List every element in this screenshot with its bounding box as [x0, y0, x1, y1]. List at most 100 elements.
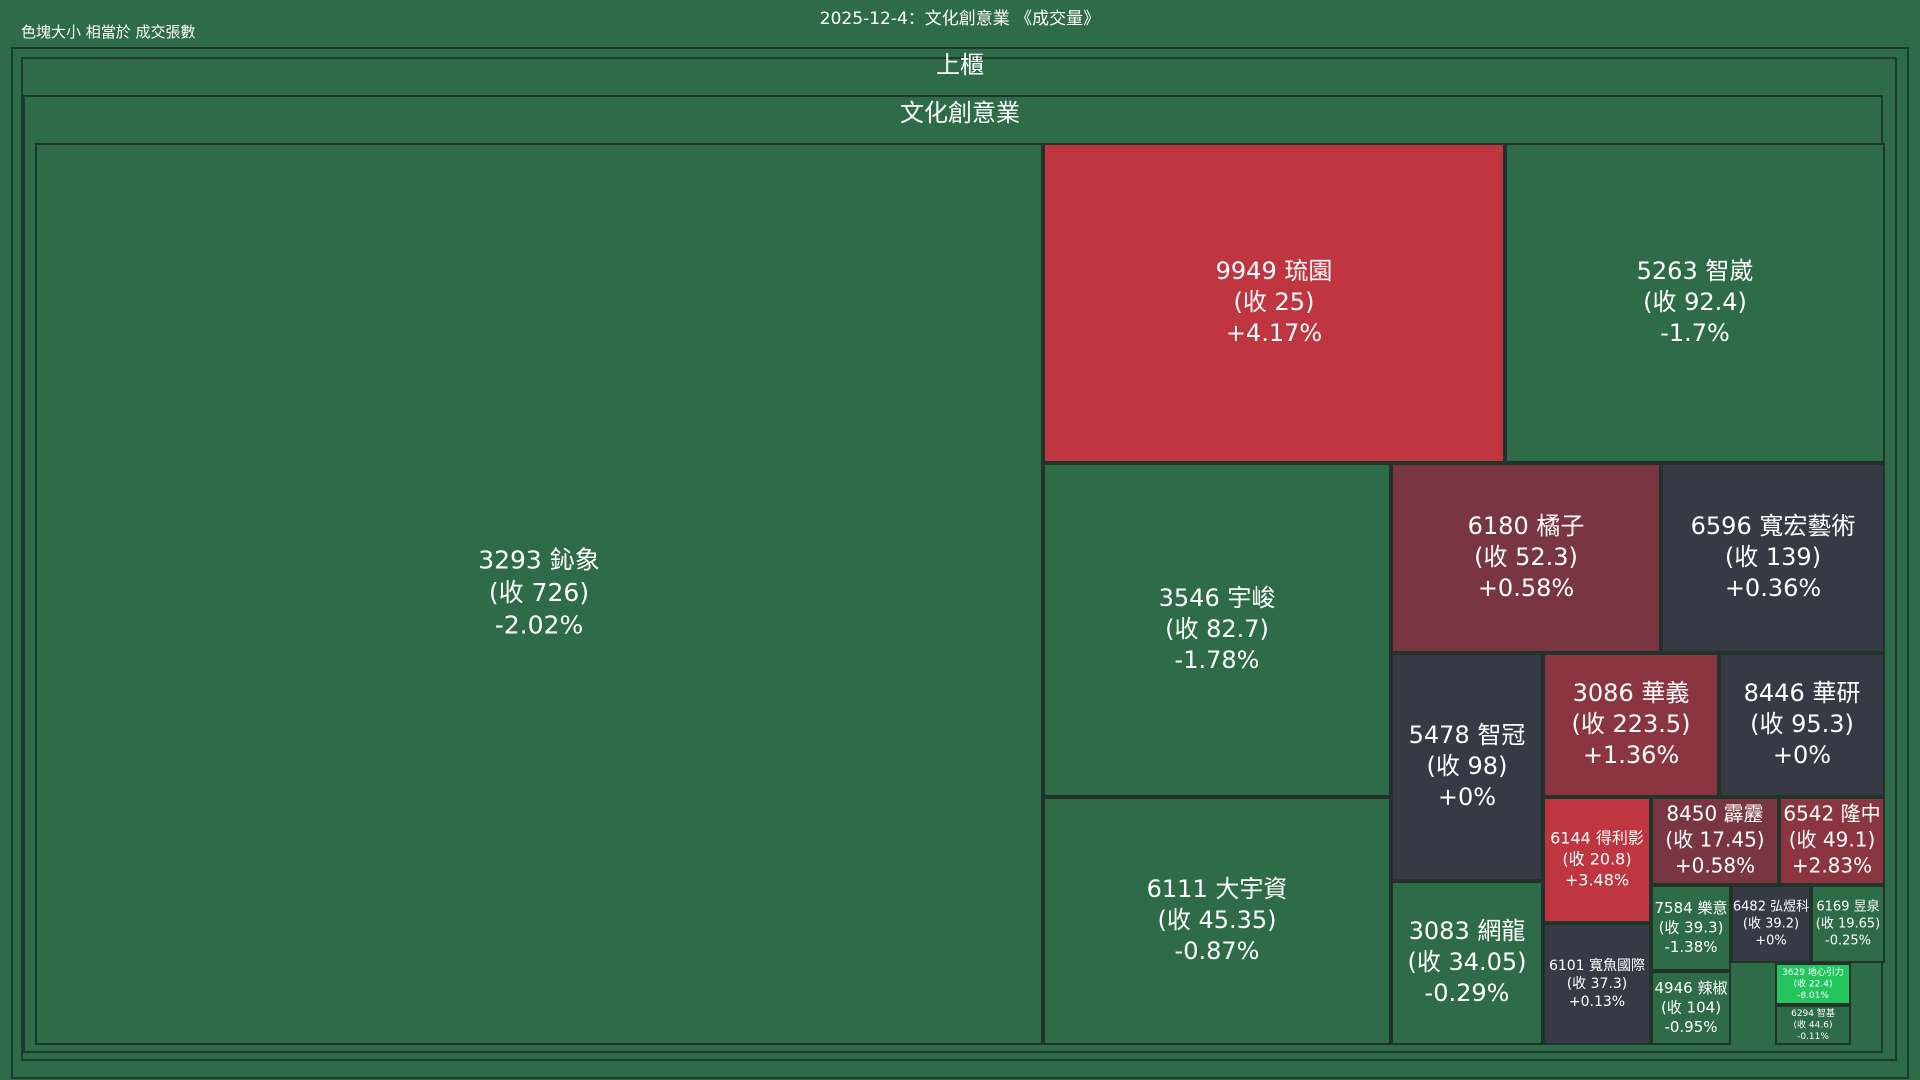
tile-9949[interactable]: 9949 琉園 (收 25) +4.17%: [1043, 143, 1505, 463]
tile-8450[interactable]: 8450 霹靂(收 17.45)+0.58%: [1651, 797, 1779, 885]
tile-rect: [1731, 885, 1811, 963]
tile-rect: [1043, 463, 1391, 797]
tile-name-label: 9949 琉園: [1216, 257, 1333, 285]
tile-4946[interactable]: 4946 辣椒 (收 104)-0.95%: [1651, 971, 1731, 1045]
tile-6596[interactable]: 6596 寬宏藝術 (收 139) +0.36%: [1661, 463, 1885, 653]
tile-rect: [1719, 653, 1885, 797]
tile-3546[interactable]: 3546 宇峻 (收 82.7) -1.78%: [1043, 463, 1391, 797]
tile-name-label: 8450 霹靂: [1666, 802, 1763, 826]
tile-change-label: +3.48%: [1565, 870, 1629, 889]
tile-change-label: +1.36%: [1583, 741, 1679, 769]
tile-change-label: -1.7%: [1660, 319, 1730, 347]
tile-change-label: -0.87%: [1175, 937, 1260, 965]
tile-8446[interactable]: 8446 華研 (收 95.3) +0%: [1719, 653, 1885, 797]
tile-close-label: (收 34.05): [1407, 948, 1526, 976]
tile-change-label: +0%: [1773, 741, 1831, 769]
tile-name-label: 6180 橘子: [1468, 512, 1585, 540]
tile-name-label: 7584 樂意: [1655, 899, 1728, 917]
tile-rect: [1543, 797, 1651, 923]
tile-name-label: 6111 大宇資: [1147, 875, 1288, 903]
tile-name-label: 6294 智基: [1791, 1007, 1835, 1019]
tile-change-label: +0.58%: [1478, 574, 1574, 602]
tile-close-label: (收 20.8): [1562, 850, 1631, 869]
tile-3083[interactable]: 3083 網龍 (收 34.05) -0.29%: [1391, 881, 1543, 1045]
size-legend-note: 色塊大小 相當於 成交張數: [21, 23, 196, 41]
tile-change-label: +0%: [1755, 933, 1787, 948]
tile-rect: [1779, 797, 1885, 885]
tile-name-label: 6596 寬宏藝術: [1691, 512, 1856, 540]
tile-close-label: (收 82.7): [1165, 615, 1269, 643]
tile-rect: [1543, 653, 1719, 797]
market-group-label: 上櫃: [936, 51, 984, 79]
tile-rect: [35, 143, 1043, 1045]
tile-close-label: (收 39.2): [1743, 917, 1799, 932]
tile-change-label: -8.01%: [1797, 991, 1829, 1001]
tile-rect: [1391, 881, 1543, 1045]
sector-group-label: 文化創意業: [900, 99, 1020, 127]
tile-close-label: (收 49.1): [1789, 828, 1876, 852]
tile-close-label: (收 52.3): [1474, 543, 1578, 571]
tile-rect: [1661, 463, 1885, 653]
tile-rect: [1651, 797, 1779, 885]
tile-close-label: (收 139): [1725, 543, 1821, 571]
tile-3086[interactable]: 3086 華義 (收 223.5) +1.36%: [1543, 653, 1719, 797]
tile-rect: [1811, 885, 1885, 963]
tile-6542[interactable]: 6542 隆中(收 49.1)+2.83%: [1779, 797, 1885, 885]
tile-rect: [1775, 1005, 1851, 1045]
tile-6180[interactable]: 6180 橘子 (收 52.3) +0.58%: [1391, 463, 1661, 653]
tile-close-label: (收 45.35): [1157, 906, 1276, 934]
tile-close-label: (收 98): [1427, 752, 1508, 780]
tile-rect: [1505, 143, 1885, 463]
tile-rect: [1391, 653, 1543, 881]
tile-close-label: (收 92.4): [1643, 288, 1747, 316]
tile-5263[interactable]: 5263 智崴 (收 92.4) -1.7%: [1505, 143, 1885, 463]
tile-close-label: (收 726): [489, 578, 589, 607]
tile-close-label: (收 95.3): [1750, 710, 1854, 738]
tile-name-label: 3083 網龍: [1409, 917, 1526, 945]
tile-3293[interactable]: 3293 鈊象 (收 726) -2.02%: [35, 143, 1043, 1045]
tile-change-label: +0%: [1438, 783, 1496, 811]
tile-change-label: -0.29%: [1425, 979, 1510, 1007]
tile-close-label: (收 37.3): [1567, 976, 1628, 992]
tile-rect: [1651, 971, 1731, 1045]
tile-rect: [1043, 143, 1505, 463]
tile-name-label: 4946 辣椒: [1655, 979, 1728, 997]
tile-6144[interactable]: 6144 得利影 (收 20.8)+3.48%: [1543, 797, 1651, 923]
tile-change-label: +0.36%: [1725, 574, 1821, 602]
tile-name-label: 6169 昱泉: [1816, 899, 1879, 915]
tile-rect: [1391, 463, 1661, 653]
tile-6169[interactable]: 6169 昱泉 (收 19.65)-0.25%: [1811, 885, 1885, 963]
tile-name-label: 8446 華研: [1744, 679, 1861, 707]
tile-6294[interactable]: 6294 智基(收 44.6)-0.11%: [1775, 1005, 1851, 1045]
tile-name-label: 6542 隆中: [1783, 802, 1880, 826]
tile-close-label: (收 44.6): [1794, 1019, 1833, 1031]
tile-rect: [1775, 963, 1851, 1005]
tile-6482[interactable]: 6482 弘煜科 (收 39.2)+0%: [1731, 885, 1811, 963]
tile-change-label: +0.58%: [1675, 854, 1755, 878]
tile-close-label: (收 39.3): [1659, 919, 1724, 937]
tile-3629[interactable]: 3629 地心引力(收 22.4)-8.01%: [1775, 963, 1851, 1005]
tile-change-label: -1.38%: [1664, 938, 1717, 956]
tile-5478[interactable]: 5478 智冠 (收 98) +0%: [1391, 653, 1543, 881]
tile-close-label: (收 25): [1234, 288, 1315, 316]
tile-name-label: 6482 弘煜科: [1733, 900, 1809, 915]
tile-7584[interactable]: 7584 樂意 (收 39.3)-1.38%: [1651, 885, 1731, 971]
tile-close-label: (收 22.4): [1794, 978, 1833, 990]
tile-change-label: -0.95%: [1664, 1018, 1717, 1036]
tile-change-label: -0.11%: [1797, 1032, 1829, 1042]
tile-rect: [1651, 885, 1731, 971]
tile-name-label: 6144 得利影: [1550, 829, 1644, 848]
tile-rect: [1543, 923, 1651, 1045]
tile-name-label: 5478 智冠: [1409, 721, 1526, 749]
tile-change-label: -0.25%: [1825, 933, 1871, 948]
tile-6101[interactable]: 6101 寬魚國際 (收 37.3) +0.13%: [1543, 923, 1651, 1045]
tile-6111[interactable]: 6111 大宇資 (收 45.35) -0.87%: [1043, 797, 1391, 1045]
treemap-tiles: 3293 鈊象 (收 726) -2.02% 9949 琉園 (收 25) +4.17% 5…: [35, 143, 1885, 1045]
tile-close-label: (收 223.5): [1571, 710, 1690, 738]
tile-close-label: (收 104): [1661, 999, 1721, 1017]
tile-name-label: 6101 寬魚國際: [1549, 957, 1645, 974]
tile-name-label: 5263 智崴: [1637, 257, 1754, 285]
tile-name-label: 3546 宇峻: [1159, 584, 1276, 612]
tile-close-label: (收 19.65): [1816, 917, 1881, 932]
